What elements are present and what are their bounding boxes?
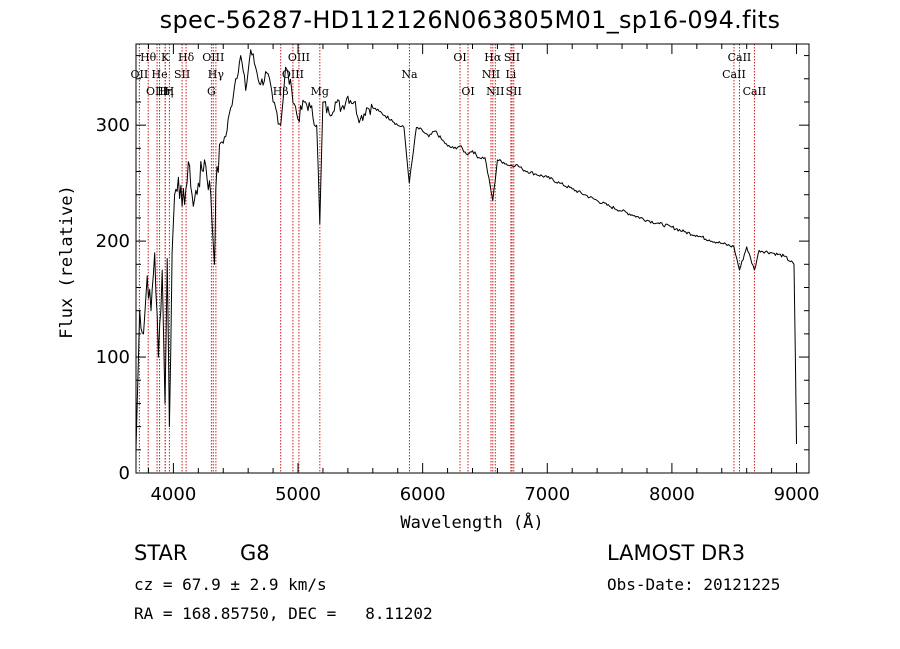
line-label-4: K (161, 51, 170, 64)
line-label-12: Hβ (273, 85, 289, 98)
line-label-16: Na (401, 68, 418, 81)
observation-date: Obs-Date: 20121225 (607, 575, 781, 594)
line-label-11: G (207, 85, 216, 98)
line-label-22: SII (504, 51, 520, 64)
line-label-14: OIII (288, 51, 310, 64)
y-axis-ticks: 0 100 200 300 (96, 55, 809, 484)
line-label-24: SII (506, 85, 522, 98)
line-label-26: CaII (728, 51, 752, 64)
line-label-20: NII (482, 68, 500, 81)
y-tick-label-300: 300 (96, 115, 130, 136)
y-axis-label: Flux (relative) (57, 185, 77, 339)
spectrum-line (135, 49, 797, 450)
plot-frame (135, 43, 810, 474)
chart-title: spec-56287-HD112126N063805M01_sp16-094.f… (159, 6, 781, 34)
line-label-15: Mg (311, 85, 329, 98)
x-tick-label-4000: 4000 (150, 484, 196, 505)
line-label-19: Hα (484, 51, 502, 64)
line-label-1: Hθ (140, 51, 157, 64)
object-class: STAR (134, 541, 188, 565)
line-label-2: OIII (146, 85, 168, 98)
y-tick-label-200: 200 (96, 231, 130, 252)
line-label-9: OIII (202, 51, 224, 64)
line-label-25: CaII (722, 68, 746, 81)
line-label-21: NII (486, 85, 504, 98)
survey-name: LAMOST DR3 (607, 541, 746, 565)
object-subclass: G8 (240, 541, 270, 565)
line-label-5: Hη (157, 85, 173, 98)
line-label-23: Li (505, 68, 516, 81)
line-label-27: CaII (743, 85, 767, 98)
x-axis-ticks: 4000 5000 6000 7000 8000 9000 (147, 44, 820, 505)
x-tick-label-5000: 5000 (275, 484, 321, 505)
line-label-7: SII (174, 68, 190, 81)
line-label-8: Hδ (178, 51, 195, 64)
x-tick-label-8000: 8000 (649, 484, 695, 505)
x-axis-label: Wavelength (Å) (400, 511, 543, 533)
y-tick-label-100: 100 (96, 347, 130, 368)
line-label-0: OII (131, 68, 149, 81)
x-tick-label-7000: 7000 (524, 484, 570, 505)
x-tick-label-6000: 6000 (400, 484, 446, 505)
y-tick-label-0: 0 (119, 463, 130, 484)
line-label-3: He (152, 68, 168, 81)
line-label-6: H (165, 85, 175, 98)
line-label-10: Hγ (208, 68, 225, 81)
line-label-17: OI (453, 51, 466, 64)
redshift-velocity: cz = 67.9 ± 2.9 km/s (134, 575, 327, 594)
coordinates: RA = 168.85750, DEC = 8.11202 (134, 604, 433, 623)
line-label-18: OI (461, 85, 474, 98)
emission-line-markers (138, 44, 755, 473)
x-tick-label-9000: 9000 (774, 484, 820, 505)
